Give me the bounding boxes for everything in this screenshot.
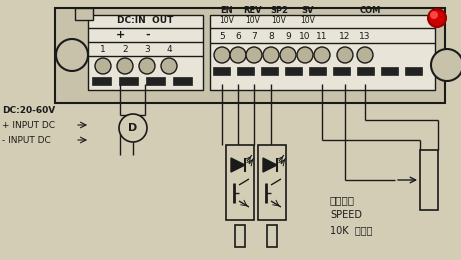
Circle shape (280, 47, 296, 63)
Text: - INPUT DC: - INPUT DC (2, 135, 51, 145)
Circle shape (314, 47, 330, 63)
Circle shape (430, 11, 438, 19)
Text: 10V: 10V (272, 16, 286, 24)
Bar (173, 77, 192, 85)
Text: + INPUT DC: + INPUT DC (2, 120, 55, 129)
Text: D: D (128, 123, 138, 133)
Circle shape (246, 47, 262, 63)
Text: 10K  电位器: 10K 电位器 (330, 225, 372, 235)
Circle shape (337, 47, 353, 63)
Text: SPEED: SPEED (330, 210, 362, 220)
Text: 10V: 10V (219, 16, 235, 24)
Text: 10: 10 (299, 31, 311, 41)
Bar (261, 67, 278, 75)
Bar (146, 77, 165, 85)
Text: 2: 2 (122, 44, 128, 54)
Text: 13: 13 (359, 31, 371, 41)
Text: SP2: SP2 (270, 5, 288, 15)
Text: -: - (146, 30, 150, 40)
Bar (88, 15, 203, 90)
Bar (258, 145, 286, 220)
Bar (210, 15, 435, 90)
Circle shape (95, 58, 111, 74)
Bar (226, 145, 254, 220)
Circle shape (117, 58, 133, 74)
Polygon shape (231, 158, 245, 172)
Bar (267, 225, 277, 247)
Text: 速度调整: 速度调整 (330, 195, 355, 205)
Bar (333, 67, 350, 75)
Text: 8: 8 (268, 31, 274, 41)
Circle shape (214, 47, 230, 63)
Text: 6: 6 (235, 31, 241, 41)
Text: DC:20-60V: DC:20-60V (2, 106, 55, 114)
Text: 11: 11 (316, 31, 328, 41)
Bar (381, 67, 398, 75)
Bar (55, 8, 445, 103)
Bar (92, 77, 111, 85)
Circle shape (161, 58, 177, 74)
Text: +: + (115, 30, 124, 40)
Text: 7: 7 (251, 31, 257, 41)
Bar (213, 67, 230, 75)
Bar (285, 67, 302, 75)
Text: 5: 5 (219, 31, 225, 41)
Text: 1: 1 (100, 44, 106, 54)
Bar (75, 8, 93, 20)
Text: SV: SV (302, 5, 314, 15)
Text: 3: 3 (144, 44, 150, 54)
Circle shape (431, 49, 461, 81)
Text: EN: EN (221, 5, 233, 15)
Text: 9: 9 (285, 31, 291, 41)
Text: 12: 12 (339, 31, 351, 41)
Bar (237, 67, 254, 75)
Bar (405, 67, 422, 75)
Circle shape (357, 47, 373, 63)
Bar (420, 150, 438, 210)
Circle shape (263, 47, 279, 63)
Circle shape (230, 47, 246, 63)
Circle shape (119, 114, 147, 142)
Bar (119, 77, 138, 85)
Circle shape (139, 58, 155, 74)
Text: COM: COM (359, 5, 381, 15)
Text: 10V: 10V (246, 16, 260, 24)
Bar (235, 225, 245, 247)
Text: 10V: 10V (301, 16, 315, 24)
Circle shape (56, 39, 88, 71)
Circle shape (297, 47, 313, 63)
Bar (309, 67, 326, 75)
Bar (357, 67, 374, 75)
Polygon shape (263, 158, 277, 172)
Text: 4: 4 (166, 44, 172, 54)
Text: DC:IN  OUT: DC:IN OUT (117, 16, 173, 24)
Circle shape (428, 9, 446, 27)
Text: REV: REV (244, 5, 262, 15)
